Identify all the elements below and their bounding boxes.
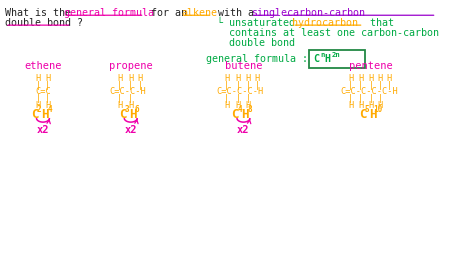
Text: H: H (378, 74, 383, 83)
Text: H: H (36, 101, 41, 110)
Text: 5: 5 (365, 105, 370, 114)
Text: |: | (246, 81, 251, 90)
Text: C: C (118, 108, 126, 121)
Text: H: H (378, 101, 383, 110)
Text: H: H (128, 74, 133, 83)
Text: 10: 10 (373, 105, 382, 114)
Text: H: H (368, 101, 374, 110)
Text: H: H (224, 101, 229, 110)
Text: |: | (358, 94, 364, 103)
Text: H: H (369, 108, 376, 121)
Text: C=C-C-H: C=C-C-H (109, 88, 146, 97)
Text: |: | (358, 81, 364, 90)
Text: C: C (359, 108, 366, 121)
Text: H: H (41, 108, 48, 121)
Text: n: n (320, 52, 325, 58)
Text: H: H (36, 74, 41, 83)
Text: C=C-C-C-C-H: C=C-C-C-C-H (340, 88, 398, 97)
Text: |: | (348, 94, 353, 103)
Text: single: single (251, 8, 287, 18)
Text: H: H (348, 101, 353, 110)
Text: H: H (358, 101, 364, 110)
Text: that: that (364, 18, 393, 28)
Text: double bond ?: double bond ? (5, 18, 83, 28)
Text: propene: propene (109, 61, 153, 71)
Text: H: H (242, 108, 249, 121)
Text: 8: 8 (247, 105, 252, 114)
Text: |: | (224, 94, 229, 103)
Text: C: C (314, 54, 319, 64)
Text: |: | (368, 81, 374, 90)
Text: H: H (235, 101, 240, 110)
Text: 4: 4 (47, 105, 52, 114)
Text: general formula :: general formula : (207, 54, 309, 64)
Text: pentene: pentene (349, 61, 393, 71)
Text: C: C (31, 108, 38, 121)
Text: |: | (128, 94, 133, 103)
Text: |: | (255, 81, 260, 90)
FancyBboxPatch shape (309, 50, 365, 68)
Text: |: | (378, 81, 383, 90)
Text: |: | (246, 94, 251, 103)
Text: double bond: double bond (228, 38, 295, 48)
Text: C=C-C-C-H: C=C-C-C-H (216, 88, 264, 97)
Text: butene: butene (225, 61, 262, 71)
Text: C: C (231, 108, 239, 121)
Text: 4: 4 (237, 105, 242, 114)
Text: |: | (235, 81, 240, 90)
Text: for an: for an (145, 8, 192, 18)
Text: H: H (348, 74, 353, 83)
Text: H: H (117, 74, 122, 83)
Text: H: H (117, 101, 122, 110)
Text: H: H (255, 74, 260, 83)
Text: What is the: What is the (5, 8, 77, 18)
Text: H: H (246, 101, 251, 110)
Text: |: | (128, 81, 133, 90)
Text: 3: 3 (125, 105, 129, 114)
Text: |: | (224, 81, 229, 90)
Text: ethene: ethene (24, 61, 62, 71)
Text: H: H (387, 74, 392, 83)
Text: alkene: alkene (182, 8, 218, 18)
Text: |: | (45, 81, 50, 90)
Text: 2: 2 (37, 105, 42, 114)
Text: hydrocarbon: hydrocarbon (292, 18, 358, 28)
Text: |: | (117, 81, 122, 90)
Text: H: H (129, 108, 137, 121)
Text: |: | (36, 81, 41, 90)
Text: └ unsaturated: └ unsaturated (217, 18, 301, 28)
Text: general formula: general formula (64, 8, 154, 18)
Text: H: H (45, 74, 50, 83)
Text: H: H (137, 74, 143, 83)
Text: |: | (378, 94, 383, 103)
Text: |: | (117, 94, 122, 103)
Text: with a: with a (212, 8, 260, 18)
Text: x2: x2 (36, 125, 49, 135)
Text: |: | (368, 94, 374, 103)
Text: |: | (235, 94, 240, 103)
Text: C=C: C=C (35, 88, 51, 97)
Text: H: H (128, 101, 133, 110)
Text: 2n: 2n (331, 52, 340, 58)
Text: |: | (45, 94, 50, 103)
Text: |: | (36, 94, 41, 103)
Text: |: | (137, 81, 143, 90)
Text: H: H (235, 74, 240, 83)
Text: H: H (224, 74, 229, 83)
Text: carbon-carbon: carbon-carbon (282, 8, 365, 18)
Text: H: H (246, 74, 251, 83)
Text: contains at least one carbon-carbon: contains at least one carbon-carbon (228, 28, 438, 38)
Text: |: | (348, 81, 353, 90)
Text: 6: 6 (135, 105, 139, 114)
Text: H: H (325, 54, 331, 64)
Text: x2: x2 (125, 125, 137, 135)
Text: H: H (358, 74, 364, 83)
Text: H: H (45, 101, 50, 110)
Text: |: | (387, 81, 392, 90)
Text: H: H (368, 74, 374, 83)
Text: x2: x2 (237, 125, 250, 135)
